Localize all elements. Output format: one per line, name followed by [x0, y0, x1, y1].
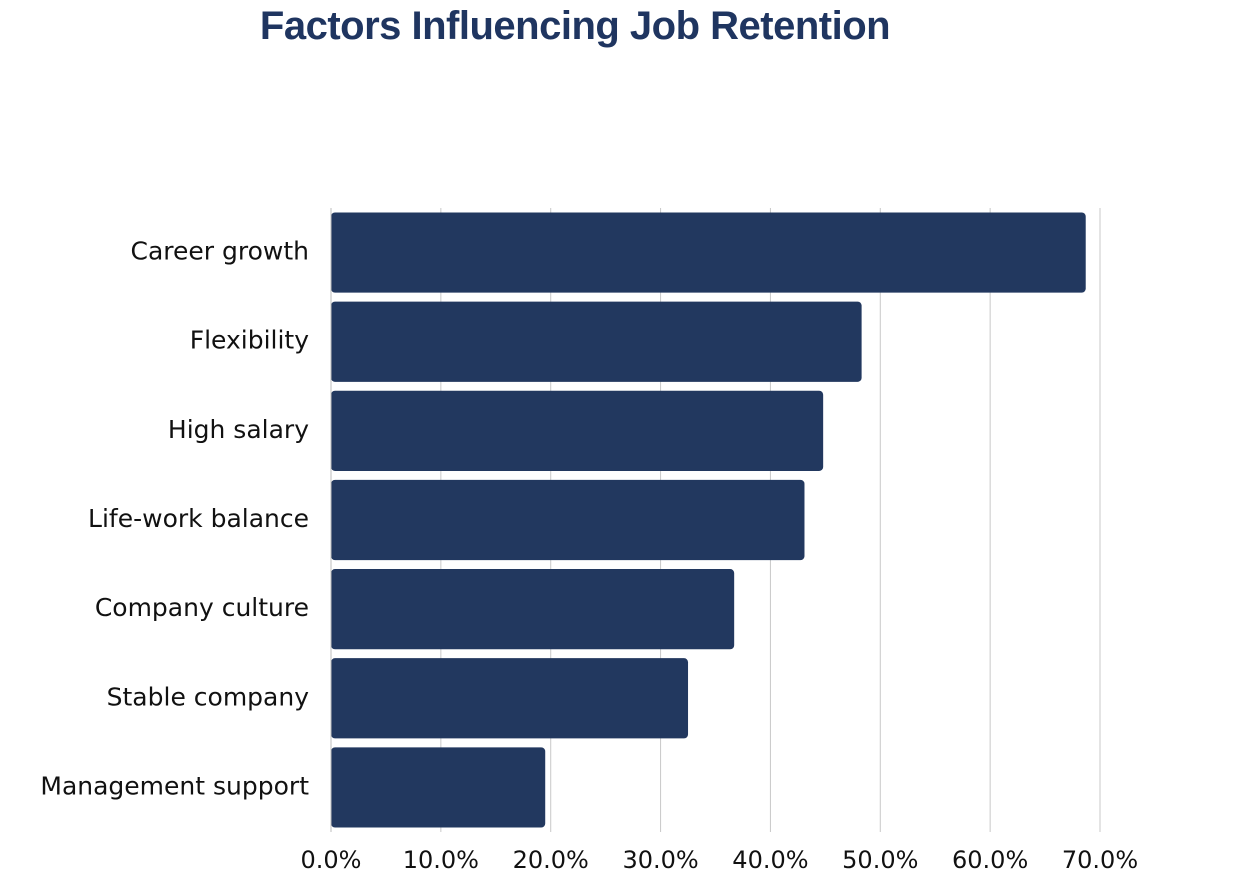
x-tick-label: 0.0%	[301, 846, 362, 874]
category-label: Career growth	[131, 237, 309, 266]
category-label: Flexibility	[190, 326, 310, 355]
bars	[331, 212, 1086, 828]
x-tick-label: 40.0%	[732, 846, 808, 874]
x-tick-label: 50.0%	[842, 846, 918, 874]
category-label: Company culture	[95, 593, 309, 622]
bar	[331, 212, 1086, 293]
bar	[331, 479, 805, 561]
x-tick-label: 10.0%	[403, 846, 479, 874]
category-label: Management support	[40, 771, 309, 800]
category-label: High salary	[168, 415, 309, 444]
x-tick-label: 60.0%	[952, 846, 1028, 874]
x-tick-labels: 0.0% 10.0% 20.0% 30.0% 40.0% 50.0% 60.0% 70.0%	[301, 846, 1139, 874]
x-tick-label: 20.0%	[513, 846, 589, 874]
bar	[331, 301, 862, 382]
bar	[331, 747, 546, 828]
bar	[331, 658, 689, 739]
bar	[331, 569, 735, 650]
x-tick-label: 70.0%	[1062, 846, 1138, 874]
x-tick-label: 30.0%	[622, 846, 698, 874]
bar	[331, 390, 824, 471]
chart-title: Factors Influencing Job Retention	[259, 4, 891, 48]
category-label: Life-work balance	[88, 504, 309, 533]
category-label: Stable company	[107, 682, 310, 711]
category-labels: Career growth Flexibility High salary Life-…	[40, 237, 309, 801]
